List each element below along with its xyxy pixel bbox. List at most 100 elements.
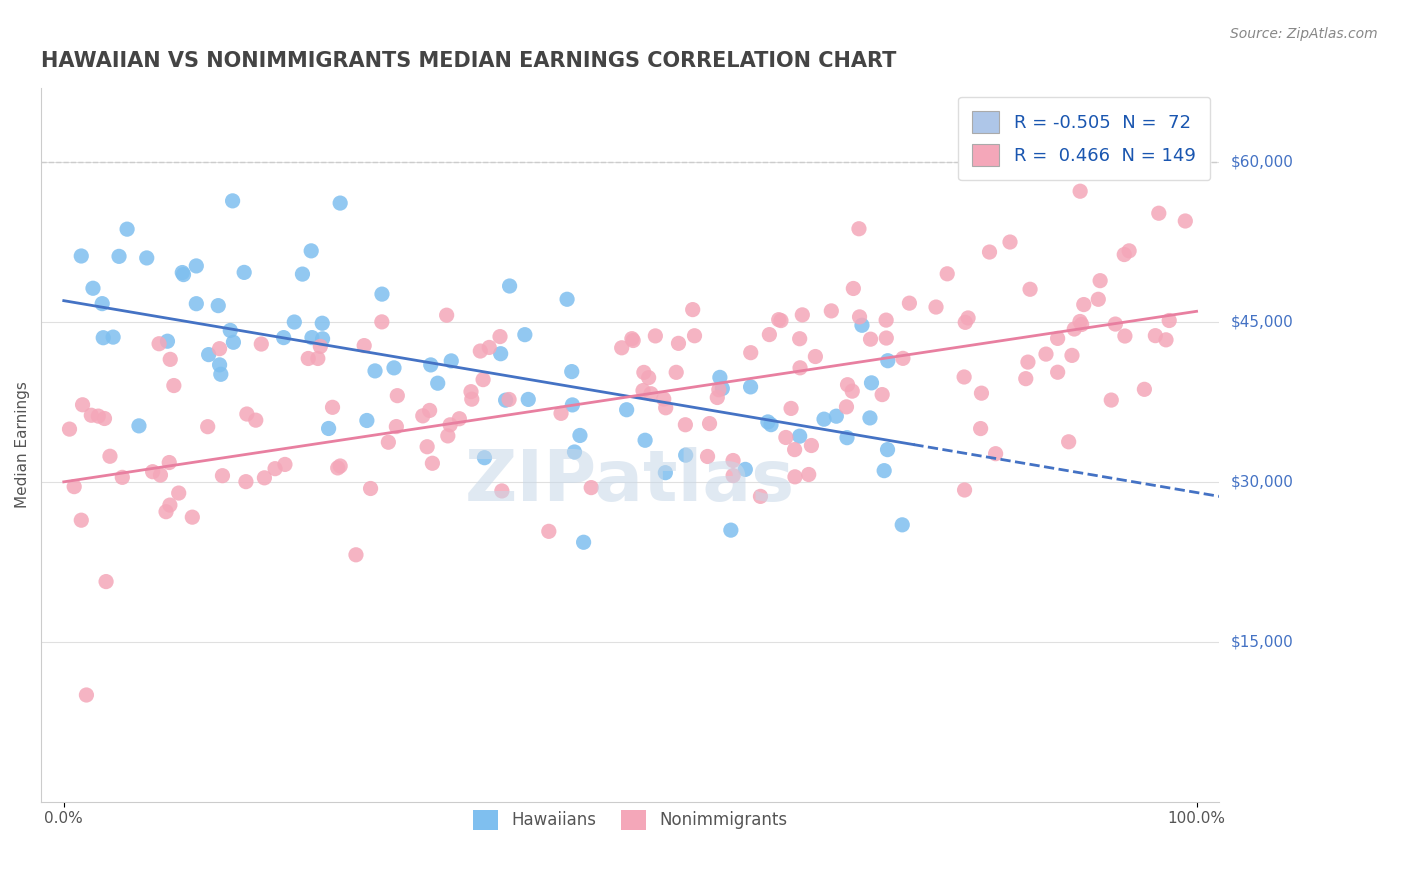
Point — [108, 249, 131, 263]
Point — [579, 481, 602, 495]
Point — [245, 413, 267, 427]
Point — [1073, 297, 1095, 311]
Point — [91, 331, 114, 345]
Point — [311, 332, 333, 346]
Point — [860, 376, 883, 390]
Point — [364, 364, 387, 378]
Point — [859, 332, 882, 346]
Point — [668, 336, 690, 351]
Point — [979, 245, 1001, 260]
Point — [955, 315, 977, 329]
Point — [555, 293, 578, 307]
Point — [848, 310, 870, 324]
Point — [800, 438, 823, 452]
Point — [780, 401, 803, 416]
Point — [953, 483, 976, 497]
Point — [1144, 328, 1167, 343]
Point — [876, 353, 898, 368]
Point — [149, 468, 172, 483]
Point — [371, 315, 394, 329]
Point — [498, 279, 520, 293]
Point — [859, 411, 882, 425]
Point — [489, 347, 512, 361]
Point — [186, 259, 208, 273]
Point — [970, 386, 993, 401]
Point — [371, 287, 394, 301]
Point — [329, 196, 352, 211]
Point — [273, 330, 295, 344]
Point — [209, 368, 232, 382]
Point — [561, 398, 583, 412]
Point — [478, 341, 501, 355]
Point — [789, 360, 811, 375]
Point — [422, 456, 444, 470]
Point — [1133, 382, 1156, 396]
Point — [1114, 247, 1136, 261]
Y-axis label: Median Earnings: Median Earnings — [15, 381, 30, 508]
Point — [513, 327, 536, 342]
Point — [419, 358, 441, 372]
Point — [1060, 348, 1083, 362]
Point — [758, 327, 780, 342]
Point — [1019, 282, 1042, 296]
Point — [173, 268, 195, 282]
Point — [1057, 434, 1080, 449]
Point — [673, 417, 696, 432]
Point — [115, 222, 138, 236]
Point — [637, 370, 659, 384]
Point — [101, 330, 124, 344]
Point — [537, 524, 560, 539]
Point — [835, 431, 858, 445]
Point — [925, 300, 948, 314]
Point — [299, 244, 322, 258]
Point — [1017, 355, 1039, 369]
Point — [235, 475, 257, 489]
Point — [172, 266, 194, 280]
Point — [654, 466, 676, 480]
Point — [426, 376, 449, 391]
Point — [1069, 314, 1091, 328]
Point — [159, 352, 181, 367]
Point — [70, 249, 93, 263]
Text: ZIPatlas: ZIPatlas — [465, 448, 796, 516]
Point — [491, 483, 513, 498]
Point — [568, 428, 591, 442]
Point — [1069, 184, 1091, 198]
Point — [329, 458, 352, 473]
Point — [768, 312, 790, 326]
Point — [936, 267, 959, 281]
Point — [495, 393, 517, 408]
Point — [654, 401, 676, 415]
Point — [1174, 214, 1197, 228]
Point — [1015, 372, 1038, 386]
Point — [640, 386, 662, 401]
Point — [837, 377, 859, 392]
Point — [440, 354, 463, 368]
Point — [412, 409, 434, 423]
Point — [561, 365, 583, 379]
Point — [322, 401, 344, 415]
Point — [769, 313, 792, 327]
Point — [163, 378, 186, 392]
Point — [157, 456, 180, 470]
Point — [665, 365, 688, 379]
Text: $45,000: $45,000 — [1230, 315, 1294, 329]
Point — [1118, 244, 1140, 258]
Point — [675, 448, 697, 462]
Point — [155, 505, 177, 519]
Point — [181, 510, 204, 524]
Point — [610, 341, 633, 355]
Point — [1154, 333, 1177, 347]
Point — [616, 402, 638, 417]
Point — [436, 308, 458, 322]
Point — [233, 265, 256, 279]
Point — [207, 299, 229, 313]
Point — [111, 470, 134, 484]
Point — [461, 392, 484, 407]
Point — [472, 373, 495, 387]
Text: $60,000: $60,000 — [1230, 154, 1294, 169]
Text: $15,000: $15,000 — [1230, 634, 1294, 649]
Point — [1088, 274, 1111, 288]
Point — [416, 440, 439, 454]
Point — [274, 458, 297, 472]
